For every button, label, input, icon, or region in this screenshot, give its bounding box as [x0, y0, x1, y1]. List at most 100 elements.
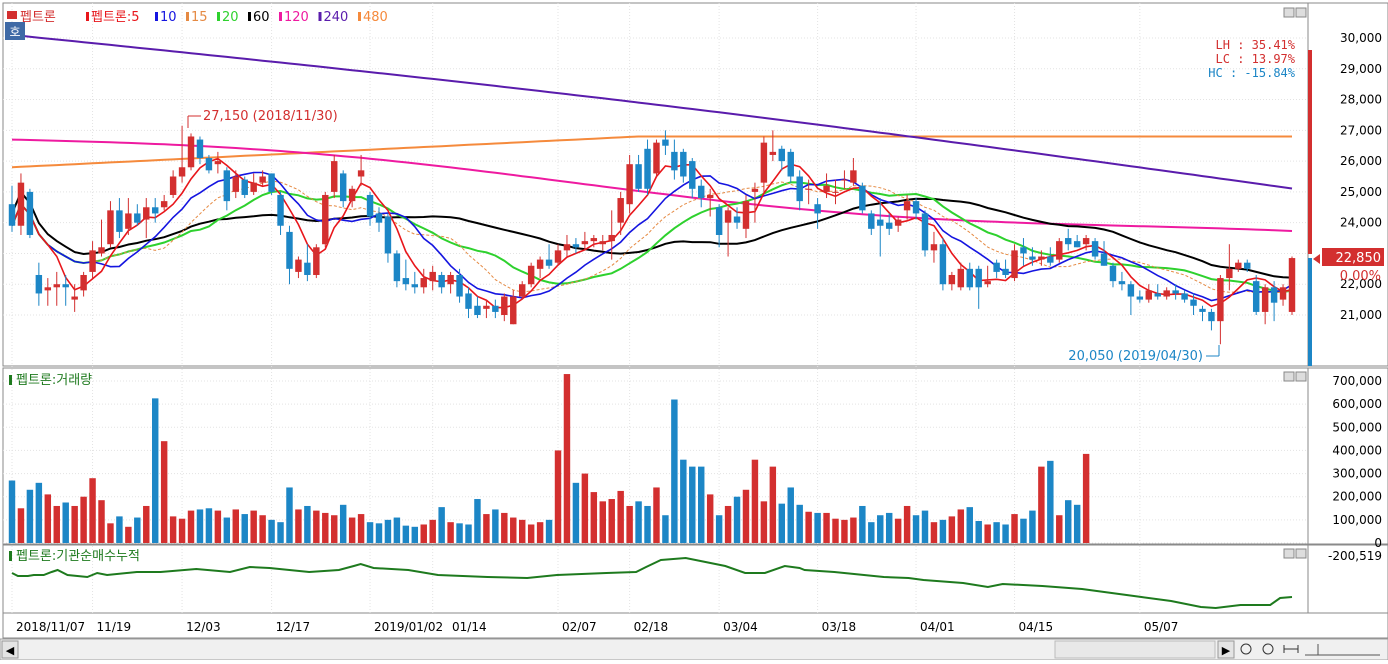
scroll-left-button[interactable]	[1, 640, 19, 659]
candle-body	[527, 265, 535, 285]
candle-body	[187, 136, 195, 168]
candle-body	[357, 170, 365, 177]
legend-swatch	[155, 12, 158, 21]
candle-body	[957, 268, 965, 288]
volume-bar	[196, 509, 204, 543]
volume-bar	[44, 494, 52, 543]
candle-body	[143, 207, 150, 220]
volume-bar	[1029, 510, 1036, 543]
date-tick-label: 12/17	[276, 620, 311, 634]
volume-bar	[35, 482, 43, 543]
volume-bar	[456, 523, 463, 543]
volume-title-icon	[9, 375, 12, 385]
volume-bar	[877, 515, 884, 543]
candle-body	[232, 176, 239, 192]
fit-icon[interactable]	[1283, 645, 1299, 653]
volume-bar	[17, 508, 25, 543]
close-icon[interactable]	[1295, 7, 1307, 18]
candle-body	[1190, 299, 1197, 306]
candle-body	[384, 216, 392, 254]
close-icon[interactable]	[1295, 371, 1307, 382]
volume-bar	[259, 515, 266, 543]
candle-body	[1073, 241, 1081, 248]
candle-body	[1118, 281, 1126, 285]
ma240-line	[11, 33, 1293, 190]
volume-bar	[689, 466, 696, 543]
candle-body	[17, 182, 25, 226]
hoga-button-label: 호	[9, 25, 20, 39]
candle-body	[89, 250, 96, 272]
candle-body	[1047, 256, 1054, 263]
candle-body	[1056, 241, 1063, 260]
candle-body	[205, 158, 213, 171]
volume-bar	[715, 515, 723, 543]
minimize-icon[interactable]	[1283, 371, 1295, 382]
volume-bar	[724, 505, 732, 543]
zoom-slider-icon[interactable]	[1305, 644, 1380, 656]
volume-bar	[357, 514, 365, 543]
candle-body	[492, 305, 499, 312]
candle-body	[1154, 293, 1161, 297]
candle-body	[545, 259, 553, 266]
date-tick-label: 04/15	[1019, 620, 1054, 634]
volume-bars	[8, 374, 1090, 543]
price-tick-label: 29,000	[1340, 62, 1382, 76]
volume-bar	[492, 509, 499, 543]
legend-item: 20	[222, 10, 239, 25]
volume-bar	[894, 518, 902, 543]
candle-body	[107, 210, 114, 245]
candle-body	[393, 253, 401, 282]
close-icon[interactable]	[1295, 548, 1307, 559]
volume-bar	[706, 494, 714, 543]
candle-body	[98, 247, 105, 254]
volume-bar	[518, 519, 526, 543]
scrollbar[interactable]: ◀ ▶	[0, 638, 1388, 661]
volume-bar	[187, 510, 195, 543]
ma120-line	[11, 138, 1293, 232]
volume-bar	[635, 501, 642, 543]
candle-body	[662, 139, 669, 146]
candles	[8, 125, 1296, 345]
candle-body	[411, 284, 419, 288]
volume-bar	[71, 505, 78, 543]
volume-bar	[8, 480, 16, 543]
minimize-icon[interactable]	[1283, 548, 1295, 559]
price-tick-label: 24,000	[1340, 216, 1382, 230]
zoom-in-icon[interactable]	[1262, 643, 1274, 655]
volume-bar	[313, 510, 320, 543]
candle-body	[1065, 238, 1072, 245]
candle-body	[501, 296, 508, 315]
volume-bar	[841, 519, 848, 543]
high-annotation: 27,150 (2018/11/30)	[187, 109, 338, 128]
scroll-thumb[interactable]	[1054, 640, 1216, 659]
candle-body	[912, 201, 920, 214]
volume-bar	[402, 525, 410, 543]
candle-body	[796, 176, 803, 202]
price-panel-controls	[1283, 7, 1307, 18]
volume-bar	[1020, 518, 1027, 543]
candle-body	[787, 151, 794, 177]
candle-body	[1109, 265, 1117, 282]
price-tick-label: 25,000	[1340, 185, 1382, 199]
candle-body	[1279, 287, 1287, 300]
price-tick-label: 22,000	[1340, 277, 1382, 291]
volume-bar	[572, 482, 580, 543]
candle-body	[698, 185, 705, 199]
current-change: 0.00%	[1340, 269, 1381, 284]
volume-bar	[939, 519, 947, 543]
minimize-icon[interactable]	[1283, 7, 1295, 18]
volume-bar	[98, 500, 105, 543]
candle-body	[1226, 268, 1233, 279]
candle-body	[268, 173, 275, 192]
candle-body	[868, 213, 875, 229]
zoom-out-icon[interactable]	[1240, 643, 1252, 655]
hoga-button[interactable]	[5, 22, 25, 40]
scroll-right-button[interactable]	[1217, 640, 1235, 659]
ma5-line	[11, 157, 1293, 309]
candle-body	[1100, 253, 1108, 266]
date-tick-label: 02/18	[634, 620, 669, 634]
volume-bar	[885, 512, 893, 543]
candle-body	[26, 191, 34, 235]
date-tick-label: 03/18	[822, 620, 857, 634]
volume-bar	[277, 522, 284, 543]
